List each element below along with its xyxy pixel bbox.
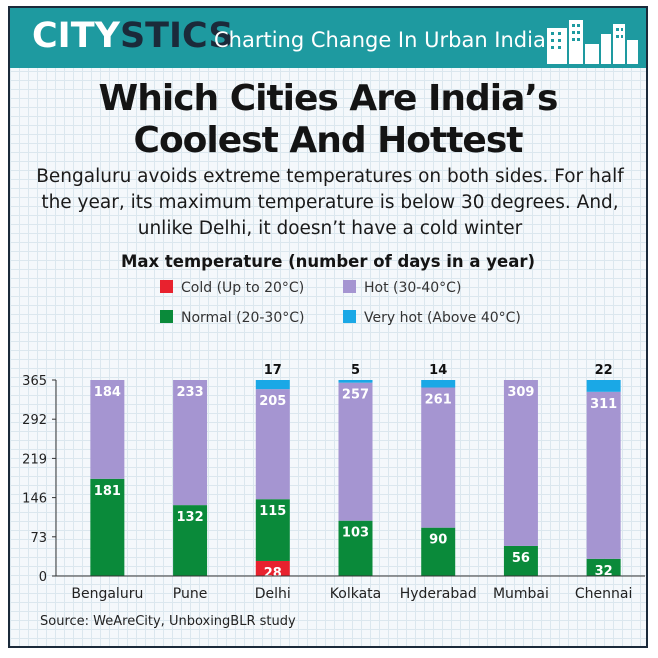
brand-logo: CITYSTICS: [32, 16, 234, 56]
bar-segment-normal: [173, 505, 208, 576]
subtitle: Bengaluru avoids extreme temperatures on…: [36, 166, 624, 239]
data-label-normal: 56: [512, 551, 530, 566]
brand-part2: STICS: [119, 16, 234, 56]
bar-segment-normal: [90, 478, 125, 576]
bar-segment-normal: [421, 527, 456, 576]
bar-segment-hot: [90, 380, 125, 479]
legend-item-cold: Cold (Up to 20°C): [160, 280, 304, 296]
y-tick-label: 292: [22, 413, 47, 428]
y-tick-label: 365: [22, 374, 47, 389]
bar-segment-cold: [255, 560, 290, 576]
legend-swatch-hot: [343, 280, 356, 293]
bar-segment-normal: [338, 520, 373, 576]
legend-item-normal: Normal (20-30°C): [160, 310, 304, 326]
data-label-hot: 261: [425, 393, 452, 408]
bar-segment-hot: [421, 387, 456, 528]
header-bar: CITYSTICS Charting Change In Urban India: [10, 8, 646, 68]
chart-legend: Cold (Up to 20°C) Hot (30-40°C) Normal (…: [160, 280, 580, 340]
legend-label-hot: Hot (30-40°C): [364, 280, 462, 296]
bar-segment-normal: [255, 499, 290, 561]
data-label-normal: 115: [259, 504, 286, 519]
x-tick-label: Mumbai: [493, 586, 549, 602]
legend-item-hot: Hot (30-40°C): [343, 280, 461, 296]
data-label-normal: 90: [429, 533, 447, 548]
data-label-hot: 257: [342, 388, 369, 403]
legend-label-very-hot: Very hot (Above 40°C): [364, 310, 521, 326]
data-label-normal: 132: [177, 510, 204, 525]
data-label-normal: 181: [94, 484, 121, 499]
data-label-hot: 233: [177, 385, 204, 400]
y-tick-label: 73: [30, 531, 47, 546]
data-label-normal: 103: [342, 526, 369, 541]
data-label-very_hot: 22: [595, 363, 613, 378]
stacked-bar-chart: 0 73 146 219 292 365 181 184 Bengaluru 132 233 Pune…: [22, 363, 645, 602]
data-label-hot: 184: [94, 385, 121, 400]
page-title: Which Cities Are India’s Coolest And Hot…: [10, 78, 646, 162]
x-tick-label: Delhi: [255, 586, 291, 602]
x-tick-label: Hyderabad: [400, 586, 477, 602]
data-label-hot: 205: [259, 394, 286, 409]
y-tick-label: 219: [22, 452, 47, 467]
y-tick-label: 0: [39, 570, 47, 585]
tagline: Charting Change In Urban India: [214, 28, 546, 52]
skyline-icon: [547, 20, 638, 64]
data-label-hot: 311: [590, 397, 617, 412]
infographic-frame: CITYSTICS Charting Change In Urban India: [8, 6, 648, 648]
bar-segment-very_hot: [421, 380, 456, 388]
x-tick-label: Bengaluru: [71, 586, 143, 602]
bar-segment-hot: [173, 380, 208, 506]
bar-segment-very_hot: [338, 380, 373, 383]
data-label-hot: 309: [507, 385, 534, 400]
source-note: Source: WeAreCity, UnboxingBLR study: [40, 614, 296, 629]
brand-part1: CITY: [32, 16, 120, 56]
bar-segment-very_hot: [255, 380, 290, 390]
chart-title: Max temperature (number of days in a yea…: [120, 252, 536, 271]
bar-segment-normal: [586, 558, 621, 576]
bar-segment-normal: [503, 545, 538, 576]
legend-swatch-very-hot: [343, 310, 356, 323]
x-tick-label: Kolkata: [330, 586, 381, 602]
legend-swatch-normal: [160, 310, 173, 323]
bar-segment-hot: [338, 382, 373, 521]
data-label-normal: 32: [595, 564, 613, 579]
legend-swatch-cold: [160, 280, 173, 293]
x-tick-label: Pune: [173, 586, 208, 602]
bar-segment-hot: [503, 380, 538, 546]
title-line-1: Which Cities Are India’s: [98, 78, 559, 119]
x-tick-label: Chennai: [575, 586, 632, 602]
bar-segment-hot: [255, 389, 290, 500]
data-label-very_hot: 14: [429, 363, 447, 378]
bar-segment-hot: [586, 391, 621, 559]
data-label-very_hot: 5: [351, 363, 360, 378]
data-label-cold: 28: [264, 566, 282, 581]
title-line-2: Coolest And Hottest: [133, 120, 524, 161]
legend-label-normal: Normal (20-30°C): [181, 310, 305, 326]
bar-segment-very_hot: [586, 380, 621, 392]
y-tick-label: 146: [22, 492, 47, 507]
legend-label-cold: Cold (Up to 20°C): [181, 280, 305, 296]
data-label-very_hot: 17: [264, 363, 282, 378]
legend-item-very-hot: Very hot (Above 40°C): [343, 310, 521, 326]
